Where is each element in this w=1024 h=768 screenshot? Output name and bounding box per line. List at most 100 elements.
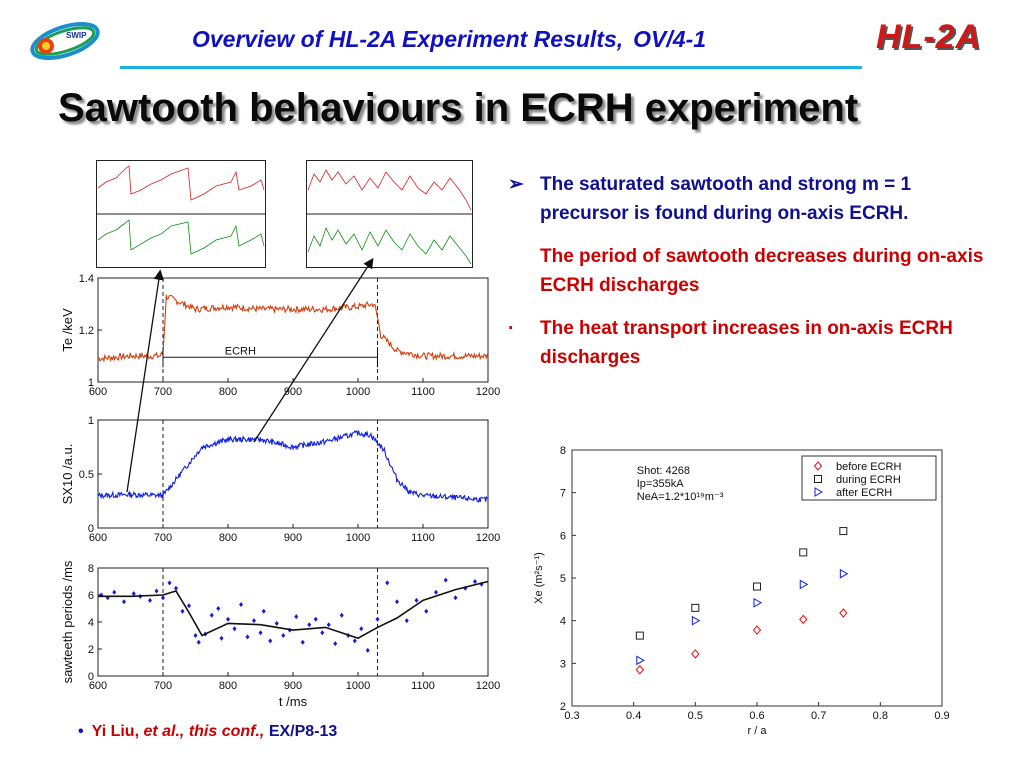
y-tick-label: 7 — [560, 488, 566, 500]
data-point — [232, 626, 237, 632]
x-tick-label: 600 — [89, 680, 107, 692]
data-point — [333, 641, 338, 647]
x-tick-label: 900 — [284, 386, 302, 398]
data-point-diamond — [813, 461, 823, 471]
y-tick-label: 6 — [560, 530, 566, 542]
y-tick-label: 5 — [560, 573, 566, 585]
data-point — [161, 595, 165, 601]
plot-frame — [97, 567, 489, 677]
data-point — [174, 585, 178, 591]
swip-logo: SWIP — [30, 22, 100, 60]
thumb-left-green — [97, 219, 265, 255]
data-point-square — [839, 527, 848, 536]
data-point — [154, 588, 159, 594]
data-point — [219, 635, 224, 641]
data-point — [339, 612, 344, 618]
shot-annotation: NeA=1.2*10¹⁹m⁻³ — [637, 491, 724, 503]
data-point-diamond — [799, 614, 808, 625]
x-tick-label: 700 — [154, 532, 172, 544]
data-point — [300, 639, 305, 645]
x-tick-label: 600 — [89, 532, 107, 544]
ecrh-label: ECRH — [225, 345, 256, 357]
x-tick-label: 700 — [154, 386, 172, 398]
data-point — [453, 595, 458, 601]
y-axis-label: sawteeth periods /ms — [60, 560, 75, 683]
data-point — [180, 608, 185, 614]
y-tick-label: 4 — [88, 617, 94, 629]
thumb-left-red — [97, 165, 265, 201]
data-point — [261, 608, 266, 614]
data-point — [473, 579, 477, 584]
thumbnail-waveform-left — [96, 160, 266, 268]
y-tick-label: 3 — [560, 658, 566, 670]
header-code: OV/4-1 — [633, 26, 707, 52]
x-tick-label: 0.7 — [811, 710, 826, 722]
series-line — [97, 429, 488, 503]
y-tick-label: 8 — [88, 563, 94, 575]
x-axis-label: r / a — [748, 725, 768, 737]
y-tick-label: 0 — [88, 523, 94, 535]
data-point — [209, 612, 214, 618]
data-point — [294, 614, 299, 620]
data-point-diamond — [691, 649, 700, 659]
x-tick-label: 900 — [284, 532, 302, 544]
x-tick-label: 1200 — [476, 680, 500, 692]
data-point — [252, 618, 256, 624]
data-point — [187, 603, 191, 609]
data-point — [122, 599, 126, 605]
data-point — [365, 647, 370, 653]
x-tick-label: 600 — [89, 386, 107, 398]
data-point — [424, 608, 429, 614]
te-chart: 600 700 800 900 1000 1100 1200 1 1.2 1.4 Te /keV EC… — [60, 273, 500, 398]
y-tick-label: 1 — [88, 377, 94, 389]
x-tick-label: 1100 — [411, 532, 435, 544]
header-title: Overview of HL-2A Experiment Results, OV/… — [192, 26, 706, 53]
y-axis-label: Te /keV — [60, 308, 75, 352]
data-point — [196, 639, 201, 645]
x-tick-label: 1000 — [346, 680, 370, 692]
data-point-square — [799, 548, 808, 557]
brand-logo-text: HL-2A — [876, 18, 982, 56]
header-divider — [120, 66, 862, 69]
y-tick-label: 0.5 — [79, 469, 94, 481]
data-point — [395, 599, 399, 605]
data-point — [216, 606, 221, 611]
x-tick-label: 0.4 — [626, 710, 641, 722]
data-point — [434, 589, 438, 595]
x-tick-label: 1100 — [411, 680, 435, 692]
data-point-triangle — [753, 597, 763, 608]
data-point — [307, 622, 312, 628]
x-tick-label: 1000 — [346, 532, 370, 544]
data-point — [404, 618, 409, 624]
y-tick-label: 1.4 — [79, 273, 94, 285]
y-tick-label: 8 — [560, 445, 566, 457]
y-tick-label: 2 — [560, 701, 566, 713]
trend-line — [98, 580, 489, 640]
x-axis-label: t /ms — [279, 694, 308, 709]
citation-bullet: • — [78, 723, 84, 740]
y-axis-label: SX10 /a.u. — [60, 444, 75, 505]
data-point — [385, 580, 390, 586]
data-point — [359, 626, 364, 632]
data-point-square — [814, 475, 822, 483]
data-point — [167, 580, 172, 586]
citation-etal: et al., this conf., — [143, 723, 265, 740]
data-point — [274, 620, 279, 626]
data-point — [326, 622, 331, 628]
y-tick-label: 1.2 — [79, 325, 94, 337]
data-point — [131, 591, 136, 597]
logo-text: SWIP — [66, 31, 87, 40]
slide-title: Sawtooth behaviours in ECRH experiment — [58, 86, 859, 130]
data-point — [313, 616, 318, 622]
data-point — [375, 616, 380, 622]
data-point-diamond — [635, 664, 644, 675]
x-tick-label: 0.5 — [688, 710, 703, 722]
plot-frame — [97, 277, 489, 383]
shot-annotation: Ip=355kA — [637, 478, 684, 490]
y-tick-label: 0 — [88, 671, 94, 683]
thumbnail-waveform-right — [306, 160, 473, 268]
data-point — [239, 601, 243, 607]
x-tick-label: 0.6 — [749, 710, 764, 722]
plot-frame — [97, 419, 489, 529]
x-tick-label: 0.3 — [564, 710, 579, 722]
